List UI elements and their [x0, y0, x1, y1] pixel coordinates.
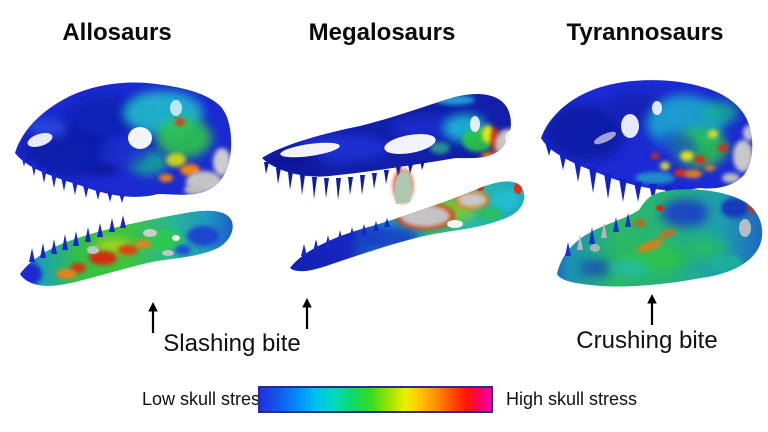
- tyrannosaurus-upper-skull: [541, 80, 753, 202]
- megalosaurus-coronoid-prong: [394, 170, 412, 204]
- stress-colorbar: [258, 386, 493, 413]
- megalosaurus-upper-skull: [262, 94, 511, 200]
- tyrannosaurus-skull-image: [541, 80, 763, 287]
- allosaurus-upper-skull: [15, 82, 232, 203]
- allosaurus-lower-teeth: [29, 215, 126, 262]
- megalosaurus-lower-teeth: [301, 218, 390, 256]
- title-allosaurs: Allosaurs: [62, 19, 172, 46]
- allosaurus-skull-image: [15, 82, 233, 286]
- title-megalosaurs: Megalosaurs: [308, 19, 456, 46]
- legend-high-label: High skull stress: [506, 389, 638, 409]
- tyrannosaurus-lower-jaw: [557, 189, 763, 287]
- megalosaurus-lower-jaw: [290, 169, 525, 272]
- up-arrow-icon: [148, 302, 158, 333]
- megalosaurus-skull-image: [262, 94, 525, 272]
- slashing-bite-label: Slashing bite: [163, 330, 301, 357]
- up-arrow-icon: [647, 294, 657, 325]
- megalosaurus-upper-teeth: [264, 161, 425, 200]
- up-arrow-icon: [302, 298, 312, 329]
- crushing-bite-label: Crushing bite: [576, 327, 718, 354]
- allosaurus-lower-jaw: [20, 210, 233, 286]
- tyrannosaurus-lower-teeth: [565, 213, 631, 256]
- allosaurus-upper-teeth: [21, 154, 125, 203]
- title-tyrannosaurs: Tyrannosaurs: [566, 19, 724, 46]
- legend-low-label: Low skull stress: [142, 389, 270, 409]
